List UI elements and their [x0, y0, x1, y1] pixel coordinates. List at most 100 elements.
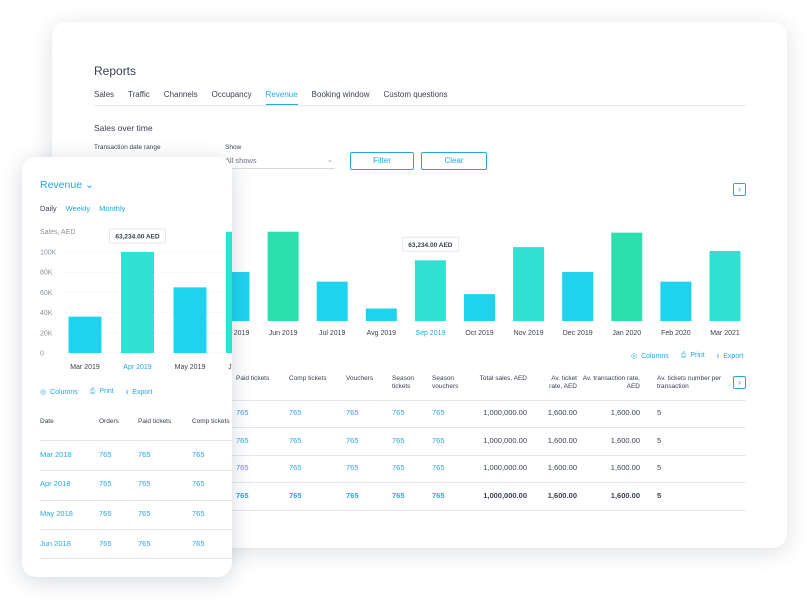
tooltip: 63,234.00 AED	[408, 242, 453, 249]
mobile-title[interactable]: Revenue ⌄	[40, 179, 94, 191]
table-cell: 765	[236, 491, 249, 500]
select-value: All shows	[225, 156, 257, 165]
bar	[365, 308, 397, 321]
bar	[513, 247, 545, 321]
bar	[709, 250, 741, 321]
table-cell: Apr 2018	[40, 479, 71, 488]
toolbar: ◎ Columns ⎙ Print ⭳ Export	[40, 388, 152, 399]
y-tick-label: 60K	[40, 290, 53, 297]
column-header: Av. transaction rate, AED	[582, 375, 640, 390]
table-cell: 765	[289, 436, 302, 445]
filter-label: Show	[225, 144, 242, 151]
filter-button[interactable]: Filter	[350, 152, 414, 170]
row-divider	[40, 440, 232, 441]
y-tick-label: 40K	[40, 310, 53, 317]
toolbar-label: Print	[99, 388, 114, 395]
y-tick-label: 20K	[40, 330, 53, 337]
bar	[121, 252, 154, 353]
y-tick-label: 100K	[40, 250, 57, 257]
table-cell: 765	[346, 436, 359, 445]
table-cell: 765	[236, 408, 249, 417]
icon: ⭳	[125, 389, 129, 396]
tooltip-box	[109, 228, 166, 244]
table-cell: 765	[392, 436, 405, 445]
x-tick-label: Feb 2020	[661, 330, 691, 337]
table-cell: 765	[236, 436, 249, 445]
table-cell: 5	[657, 408, 662, 417]
tab[interactable]: Occupancy	[211, 90, 252, 99]
table-cell: 765	[432, 408, 445, 417]
toolbar-item[interactable]: ◎ Columns	[631, 352, 669, 363]
column-header: Date	[40, 418, 54, 425]
bar	[414, 260, 446, 321]
table-cell: 765	[192, 509, 205, 518]
table-cell: 1,000,000.00	[483, 491, 527, 500]
table-cell: 1,000,000.00	[483, 408, 527, 417]
row-divider	[232, 510, 746, 511]
column-header: Comp tickets	[289, 375, 327, 382]
period[interactable]: Weekly	[65, 204, 91, 213]
table-cell: 1,600.00	[547, 491, 577, 500]
table-cell: 1,600.00	[610, 436, 640, 445]
row-divider	[40, 558, 232, 559]
table-cell: 1,600.00	[547, 436, 577, 445]
filter-label: Transaction date range	[94, 144, 161, 151]
column-header: Total sales, AED	[479, 375, 527, 382]
tab[interactable]: Channels	[163, 90, 198, 99]
table-cell: May 2018	[40, 509, 73, 518]
mobile-card: Revenue ⌄ Daily Weekly Monthly 0 20K 40K 60K 8…	[22, 157, 232, 577]
x-tick-label: Sep 2019	[415, 330, 445, 337]
toolbar-item[interactable]: ⭳ Export	[717, 352, 744, 363]
toolbar-label: Print	[690, 352, 705, 359]
tab[interactable]: Booking window	[311, 90, 370, 99]
table-cell: 1,600.00	[610, 408, 640, 417]
bar	[562, 272, 594, 321]
column-header: Paid tickets	[236, 375, 270, 382]
icon: ⎙	[89, 388, 96, 395]
tab[interactable]: Revenue	[265, 90, 298, 105]
toolbar-label: Columns	[50, 389, 78, 396]
table-cell: 765	[138, 479, 151, 488]
x-tick-label: Mar 2021	[710, 330, 740, 337]
row-divider	[40, 500, 232, 501]
next-button[interactable]: ›	[733, 183, 746, 196]
column-header: Orders	[99, 418, 119, 425]
table-cell: 5	[657, 463, 662, 472]
table-cell: 1,600.00	[547, 408, 577, 417]
tab[interactable]: Sales	[94, 90, 115, 99]
toolbar-item[interactable]: ⎙ Print	[90, 388, 114, 399]
y-tick-label: 80K	[40, 270, 53, 277]
table-cell: 765	[432, 491, 445, 500]
table-cell: 765	[192, 450, 205, 459]
toolbar-label: Export	[723, 353, 744, 360]
x-tick-label: Oct 2019	[465, 330, 494, 337]
column-header: Season vouchers	[432, 375, 459, 390]
tab[interactable]: Traffic	[128, 90, 150, 99]
clear-button[interactable]: Clear	[421, 152, 487, 170]
next-button[interactable]: ›	[733, 376, 746, 389]
table-cell: 765	[99, 479, 112, 488]
table-cell: 765	[99, 450, 112, 459]
column-header: Av. tickets number per transaction	[657, 375, 722, 390]
icon: ⭳	[716, 353, 720, 360]
x-tick-label: Dec 2019	[563, 330, 593, 337]
period[interactable]: Monthly	[99, 204, 126, 213]
column-header: Comp tickets	[192, 418, 230, 425]
tab[interactable]: Custom questions	[383, 90, 448, 99]
toolbar-item[interactable]: ⎙ Print	[681, 352, 705, 363]
table-cell: 765	[236, 463, 249, 472]
x-tick-label: May 2019	[219, 330, 250, 337]
toolbar-label: Export	[132, 389, 153, 396]
show-select[interactable]: All shows ⌄	[225, 155, 335, 169]
toolbar-item[interactable]: ⭳ Export	[126, 388, 153, 399]
table-cell: 765	[138, 539, 151, 548]
tooltip: 63,234.00 AED	[115, 234, 160, 241]
table-cell: 765	[289, 408, 302, 417]
table-cell: 5	[657, 491, 662, 500]
table-cell: 1,000,000.00	[483, 436, 527, 445]
period[interactable]: Daily	[40, 204, 57, 213]
toolbar-item[interactable]: ◎ Columns	[40, 388, 78, 399]
table-cell: 765	[346, 491, 359, 500]
row-divider	[232, 400, 746, 401]
